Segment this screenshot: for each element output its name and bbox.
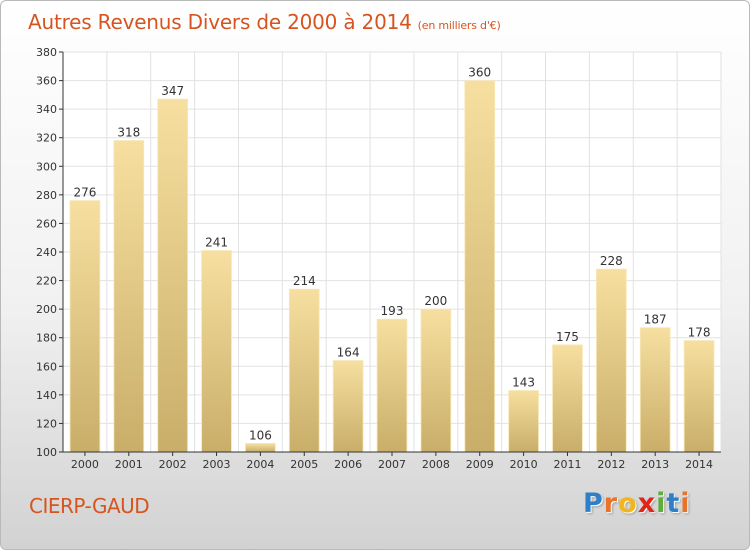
chart-unit: (en milliers d'€) bbox=[417, 19, 501, 32]
x-tick-label-2008: 2008 bbox=[422, 458, 450, 471]
x-tick-label-2006: 2006 bbox=[334, 458, 362, 471]
y-tick-label: 360 bbox=[36, 75, 57, 88]
place-name: CIERP-GAUD bbox=[29, 494, 150, 518]
x-tick-label-2013: 2013 bbox=[641, 458, 669, 471]
x-tick-label-2010: 2010 bbox=[510, 458, 538, 471]
y-tick-label: 120 bbox=[36, 417, 57, 430]
bar-2010 bbox=[508, 390, 539, 453]
data-label-2005: 214 bbox=[293, 274, 316, 288]
y-tick-label: 340 bbox=[36, 103, 57, 116]
x-tick-label-2001: 2001 bbox=[115, 458, 143, 471]
axes: 100 120 140 160 180 200 220 240 260 280 300 320 340 3… bbox=[36, 46, 721, 471]
bar-2005 bbox=[288, 288, 320, 453]
bar-2006 bbox=[332, 360, 364, 453]
y-tick-label: 160 bbox=[36, 360, 57, 373]
y-tick-label: 320 bbox=[36, 132, 57, 145]
bar-2009 bbox=[464, 80, 496, 453]
y-tick-label: 220 bbox=[36, 275, 57, 288]
bar-2011 bbox=[552, 344, 583, 453]
logo-letter: t bbox=[666, 488, 681, 519]
data-label-2013: 187 bbox=[644, 313, 667, 327]
bar-2004 bbox=[245, 443, 276, 453]
y-tick-label: 200 bbox=[36, 303, 57, 316]
y-tick-label: 240 bbox=[36, 246, 57, 259]
bar-2002 bbox=[157, 98, 188, 453]
data-label-2008: 200 bbox=[424, 294, 447, 308]
bar-2008 bbox=[420, 308, 452, 453]
data-label-2002: 347 bbox=[161, 84, 184, 98]
y-tick-label: 180 bbox=[36, 332, 57, 345]
logo-letter: o bbox=[618, 488, 638, 519]
logo-letter: x bbox=[637, 488, 657, 519]
x-tick-label-2000: 2000 bbox=[71, 458, 99, 471]
bar-2000 bbox=[69, 200, 101, 453]
bar-2001 bbox=[113, 140, 145, 453]
y-tick-label: 300 bbox=[36, 160, 57, 173]
x-tick-label-2004: 2004 bbox=[246, 458, 274, 471]
data-label-2011: 175 bbox=[556, 330, 579, 344]
data-label-2001: 318 bbox=[117, 126, 140, 140]
logo-letter: i bbox=[656, 488, 667, 519]
bar-2012 bbox=[596, 268, 627, 453]
data-label-2007: 193 bbox=[381, 304, 404, 318]
logo-letter: r bbox=[603, 488, 619, 519]
x-tick-label-2007: 2007 bbox=[378, 458, 406, 471]
data-label-2010: 143 bbox=[512, 376, 535, 390]
data-label-2004: 106 bbox=[249, 428, 272, 442]
bar-2003 bbox=[201, 250, 232, 453]
data-label-2003: 241 bbox=[205, 236, 228, 250]
bar-2007 bbox=[376, 318, 408, 453]
chart-title: Autres Revenus Divers de 2000 à 2014 (en … bbox=[28, 10, 501, 34]
y-tick-label: 260 bbox=[36, 217, 57, 230]
x-tick-label-2014: 2014 bbox=[685, 458, 713, 471]
x-tick-label-2002: 2002 bbox=[159, 458, 187, 471]
y-tick-label: 280 bbox=[36, 189, 57, 202]
proxiti-logo: Proxiti bbox=[583, 488, 691, 519]
data-label-2006: 164 bbox=[337, 346, 360, 360]
x-tick-label-2003: 2003 bbox=[203, 458, 231, 471]
y-tick-label: 380 bbox=[36, 46, 57, 59]
x-tick-label-2012: 2012 bbox=[597, 458, 625, 471]
data-label-2012: 228 bbox=[600, 254, 623, 268]
data-label-2000: 276 bbox=[73, 186, 96, 200]
data-label-2009: 360 bbox=[468, 66, 491, 80]
logo-letter: i bbox=[680, 488, 691, 519]
x-tick-label-2005: 2005 bbox=[290, 458, 318, 471]
x-tick-label-2011: 2011 bbox=[553, 458, 581, 471]
chart-title-text: Autres Revenus Divers de 2000 à 2014 bbox=[28, 10, 412, 34]
logo-letter: P bbox=[583, 488, 604, 519]
y-tick-label: 140 bbox=[36, 389, 57, 402]
bars: 276 318 347 241 106 214 164 193 200 360 143 175 228 1… bbox=[69, 66, 715, 453]
bar-2014 bbox=[683, 340, 715, 453]
x-tick-label-2009: 2009 bbox=[466, 458, 494, 471]
y-tick-label: 100 bbox=[36, 446, 57, 459]
bar-2013 bbox=[639, 327, 671, 453]
data-label-2014: 178 bbox=[688, 326, 711, 340]
